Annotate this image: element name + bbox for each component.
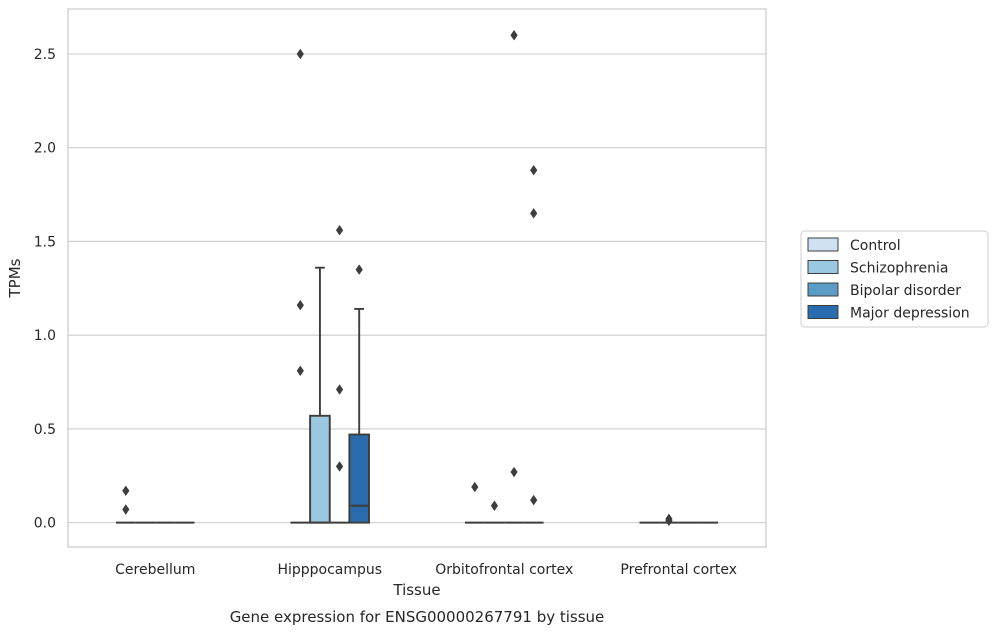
box-body	[348, 433, 370, 524]
outlier-1-3-0	[355, 264, 363, 275]
outlier-1-0-2	[296, 365, 304, 376]
legend-swatch-3	[807, 305, 839, 319]
outlier-1-0-0	[296, 48, 304, 60]
gridlines	[68, 53, 766, 524]
plot-area-frame	[67, 8, 767, 548]
y-tick-label-1: 0.5	[34, 422, 56, 438]
outlier-2-2-1	[510, 466, 518, 478]
outlier-1-0-1	[296, 299, 304, 311]
legend-label-2: Bipolar disorder	[850, 283, 961, 299]
boxes	[115, 266, 719, 524]
legend-swatch-1	[807, 260, 839, 274]
x-tick-label-1: Hipppocampus	[277, 562, 382, 578]
legend-label-3: Major depression	[850, 306, 970, 322]
outliers	[122, 30, 673, 526]
x-tick-label-2: Orbitofrontal cortex	[435, 562, 573, 578]
outlier-2-2-0	[510, 30, 518, 41]
box-body	[309, 414, 331, 524]
y-tick-label-5: 2.5	[34, 47, 56, 63]
outlier-2-3-2	[530, 494, 538, 506]
y-tick-label-3: 1.5	[34, 234, 56, 250]
outlier-2-3-0	[530, 165, 538, 176]
outlier-2-1-0	[490, 500, 499, 511]
legend-swatch-0	[807, 237, 839, 252]
x-tick-labels: Cerebellum Hipppocampus Orbitofrontal cort…	[115, 562, 737, 578]
y-tick-label-0: 0.0	[34, 516, 56, 532]
x-tick-label-0: Cerebellum	[115, 562, 195, 578]
outlier-0-0-1	[122, 504, 130, 515]
box-1-1	[309, 266, 331, 524]
legend-swatch-2	[807, 282, 839, 297]
chart-caption: Gene expression for ENSG00000267791 by t…	[230, 608, 605, 626]
legend-frame	[800, 230, 989, 328]
outlier-1-2-0	[335, 224, 344, 236]
outlier-1-2-1	[335, 384, 344, 395]
y-tick-labels: 0.0 0.5 1.0 1.5 2.0 2.5	[34, 47, 56, 532]
box-1-3	[348, 307, 370, 524]
outlier-2-3-1	[530, 208, 538, 219]
outlier-3-1-1	[665, 515, 673, 526]
outlier-0-0-0	[122, 485, 130, 496]
x-axis-label: Tissue	[392, 581, 440, 599]
legend-label-0: Control	[850, 238, 901, 254]
outlier-1-2-2	[335, 461, 344, 472]
legend: Control Schizophrenia Bipolar disorder Majo…	[800, 230, 989, 328]
y-tick-label-2: 1.0	[34, 328, 56, 344]
y-axis-label: TPMs	[6, 258, 24, 298]
legend-label-1: Schizophrenia	[850, 261, 948, 277]
y-tick-label-4: 2.0	[34, 141, 56, 157]
x-tick-label-3: Prefrontal cortex	[620, 562, 737, 578]
outlier-2-0-0	[471, 481, 479, 493]
